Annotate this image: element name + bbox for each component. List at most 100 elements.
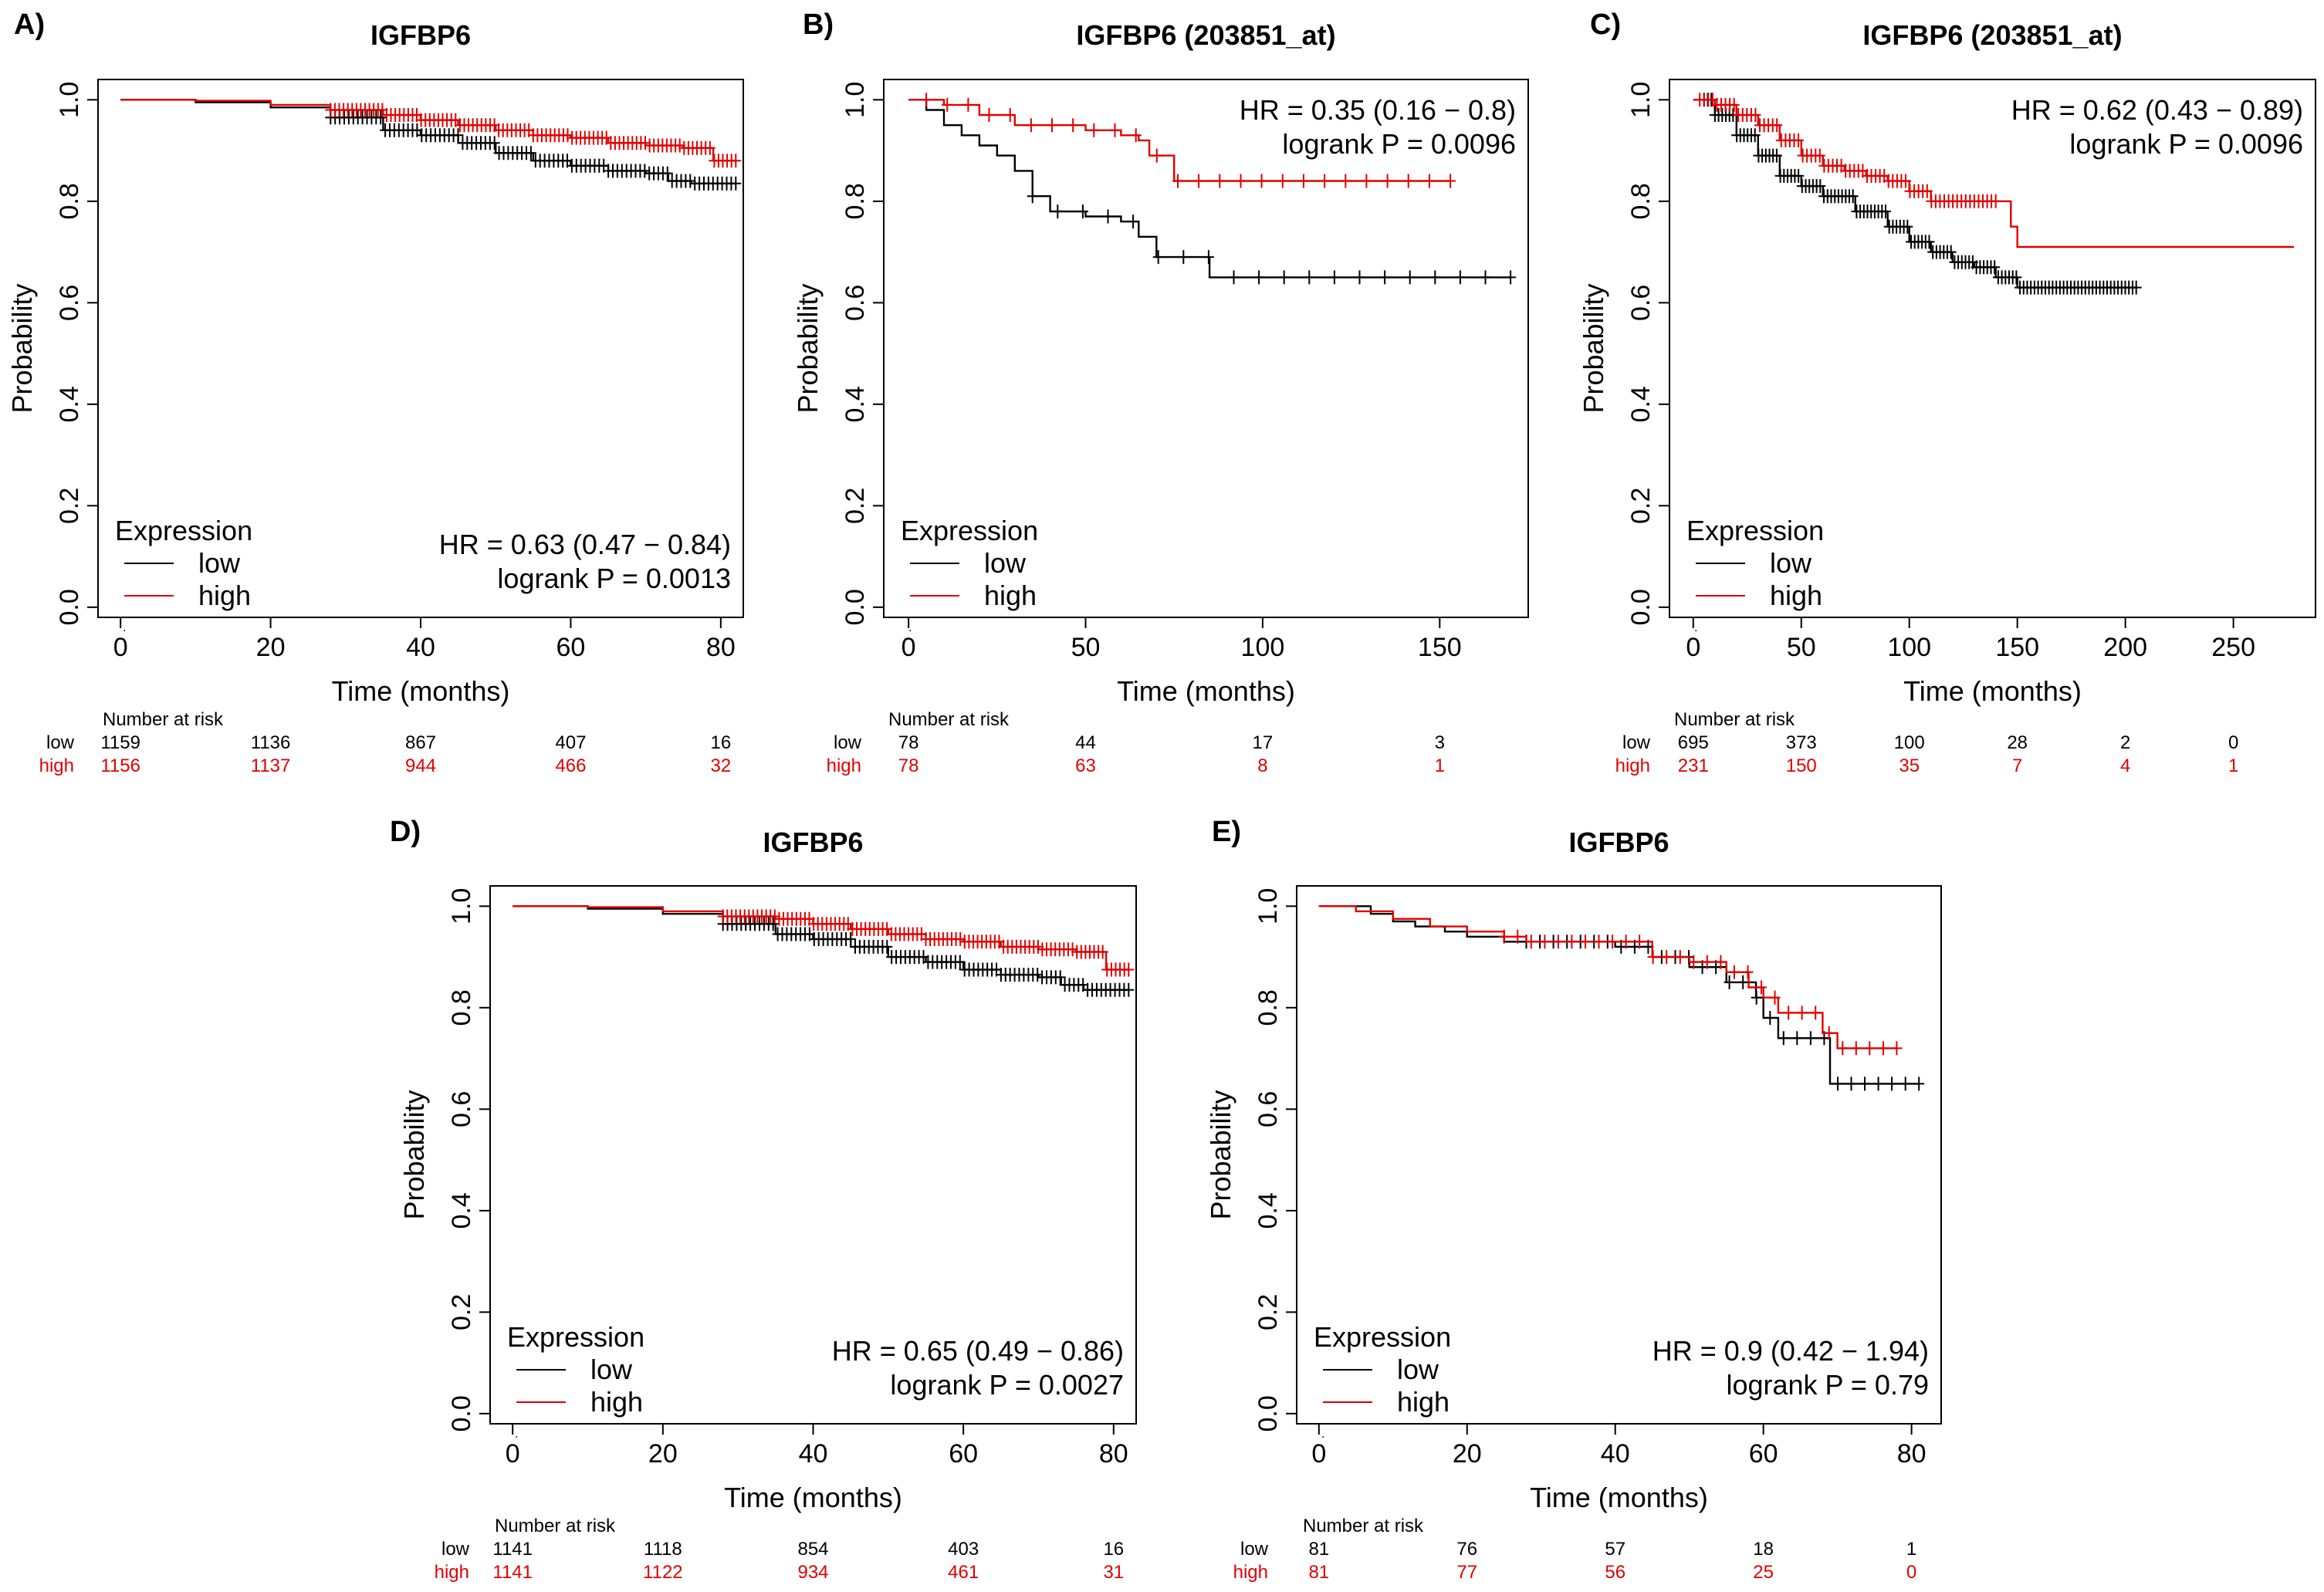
legend-title: Expression (115, 515, 252, 546)
censor-marks-high (325, 103, 742, 168)
x-tick-label: 20 (648, 1439, 678, 1469)
y-tick-label: 1.0 (1626, 82, 1656, 118)
censor-mark (1525, 935, 1537, 949)
risk-value: 100 (1894, 732, 1925, 753)
censor-mark (1552, 935, 1564, 949)
risk-value: 1156 (100, 755, 140, 776)
y-tick-label: 0.6 (1626, 285, 1656, 321)
x-axis-label: Time (months) (1117, 675, 1295, 707)
censor-mark (1823, 1026, 1835, 1040)
y-tick-label: 0.6 (1253, 1091, 1283, 1127)
censor-mark (942, 97, 953, 112)
censor-mark (704, 140, 715, 155)
risk-value: 1141 (492, 1562, 533, 1583)
survival-curve-high (1318, 905, 1897, 1050)
censor-mark (1539, 935, 1551, 949)
risk-value: 32 (710, 755, 731, 776)
risk-value: 695 (1678, 732, 1709, 753)
risk-value: 81 (1308, 1562, 1329, 1583)
x-tick-label: 0 (902, 633, 916, 662)
censor-mark (1990, 194, 2001, 208)
censor-mark (962, 97, 974, 112)
chart-title: IGFBP6 (763, 826, 863, 858)
censor-mark (1429, 270, 1441, 285)
censor-mark (2130, 280, 2142, 295)
risk-table-header: Number at risk (1303, 1516, 1424, 1536)
logrank-p: logrank P = 0.0027 (890, 1369, 1124, 1401)
survival-curve-high (120, 99, 736, 162)
risk-row-label-high: high (827, 755, 861, 776)
legend-dot: . (1321, 1428, 1324, 1441)
censor-mark (1123, 962, 1135, 977)
censor-mark (1620, 935, 1632, 949)
censor-mark (1340, 174, 1351, 188)
censor-mark (1847, 189, 1859, 204)
censor-mark (1872, 1077, 1884, 1091)
y-tick-label: 0.4 (447, 1192, 476, 1229)
risk-value: 18 (1753, 1539, 1774, 1560)
survival-curve-low (908, 99, 1511, 279)
censor-mark (767, 917, 779, 931)
censor-mark (1361, 174, 1372, 188)
censor-mark (1902, 219, 1913, 234)
panel-label: A) (14, 8, 45, 41)
risk-row-label-low: low (834, 732, 862, 753)
km-panel-d: D) IGFBP6 0.0 0.2 0.4 0.6 0.8 1.0 0 20 40 60 80 Time … (390, 816, 1137, 1583)
y-tick-label: 0.0 (841, 589, 870, 625)
x-axis-label: Time (months) (332, 675, 510, 707)
censor-mark (1480, 270, 1491, 285)
risk-row-label-high: high (1233, 1562, 1268, 1583)
x-tick-label: 60 (556, 633, 586, 662)
risk-value: 44 (1075, 732, 1096, 753)
censor-mark (1130, 128, 1142, 143)
censor-mark (1805, 1031, 1816, 1046)
legend-label-low: low (1397, 1354, 1439, 1385)
censor-mark (1402, 174, 1414, 188)
risk-value: 28 (2007, 732, 2028, 753)
risk-value: 403 (948, 1539, 979, 1560)
censor-mark (1877, 1041, 1889, 1056)
legend-label-high: high (198, 580, 251, 611)
risk-row-label-high: high (1615, 755, 1650, 776)
risk-value: 150 (1786, 755, 1817, 776)
risk-table-header: Number at risk (495, 1516, 616, 1536)
risk-value: 16 (710, 732, 731, 753)
censor-mark (1054, 970, 1066, 985)
hazard-ratio: HR = 0.9 (0.42 − 1.94) (1653, 1335, 1929, 1367)
risk-value: 854 (797, 1539, 828, 1560)
censor-mark (1382, 174, 1393, 188)
censor-mark (845, 932, 857, 946)
censor-mark (1253, 270, 1265, 285)
censor-mark (1512, 929, 1524, 944)
y-axis-label: Probability (1205, 1090, 1236, 1219)
chart-title: IGFBP6 (203851_at) (1076, 19, 1335, 51)
hazard-ratio: HR = 0.62 (0.43 − 0.89) (2011, 94, 2303, 126)
risk-value: 77 (1456, 1562, 1477, 1583)
y-tick-label: 0.2 (1626, 488, 1656, 524)
x-axis-label: Time (months) (1530, 1482, 1708, 1513)
chart-title: IGFBP6 (1568, 826, 1669, 858)
risk-row-label-low: low (441, 1539, 470, 1560)
censor-mark (1297, 174, 1309, 188)
panel-label: E) (1212, 816, 1241, 848)
panel-label: B) (803, 8, 834, 41)
censor-mark (1756, 980, 1767, 995)
censor-mark (1077, 204, 1088, 218)
censor-mark (1152, 250, 1164, 265)
censor-mark (685, 174, 696, 188)
risk-value: 16 (1103, 1539, 1124, 1560)
risk-row-label-low: low (1240, 1539, 1269, 1560)
risk-value: 56 (1605, 1562, 1625, 1583)
risk-value: 1141 (492, 1539, 533, 1560)
censor-mark (1354, 270, 1365, 285)
risk-value: 35 (1899, 755, 1920, 776)
censor-mark (1850, 1041, 1862, 1056)
censor-marks-low (1027, 189, 1517, 285)
x-tick-label: 40 (406, 633, 435, 662)
legend-label-high: high (984, 580, 1037, 611)
risk-value: 1 (2228, 755, 2238, 776)
legend-label-low: low (198, 547, 241, 579)
censor-mark (1566, 935, 1578, 949)
x-tick-label: 150 (1995, 633, 2039, 662)
y-tick-label: 0.0 (447, 1395, 476, 1431)
